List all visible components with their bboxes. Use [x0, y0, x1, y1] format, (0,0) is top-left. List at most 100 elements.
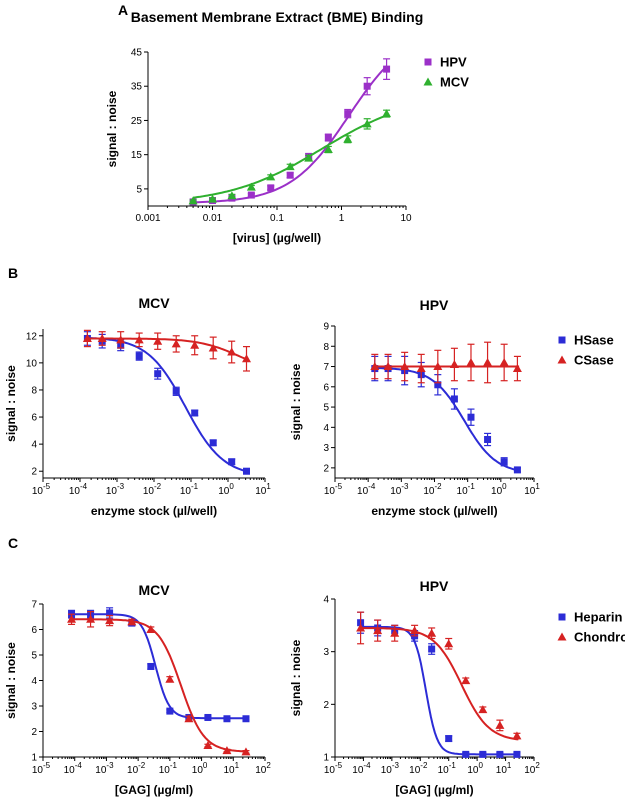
data-point	[373, 619, 383, 642]
x-tick-label: 10-2	[423, 482, 442, 497]
fit-curve	[359, 625, 519, 756]
data-point	[495, 719, 505, 732]
data-point	[356, 611, 366, 645]
y-tick-label: 3	[323, 647, 329, 658]
data-point	[208, 194, 217, 203]
legend-item: CSase	[557, 353, 614, 368]
y-tick-label: 45	[131, 48, 143, 59]
triangle-marker	[246, 182, 256, 191]
data-point	[247, 191, 255, 199]
x-tick-exponent: -1	[449, 761, 457, 770]
x-tick-exponent: 1	[535, 482, 540, 491]
data-point	[433, 349, 443, 384]
data-point	[499, 343, 509, 382]
y-tick-label: 25	[131, 116, 143, 127]
x-tick-exponent: -2	[154, 482, 162, 491]
y-tick-label: 5	[323, 403, 329, 414]
x-tick-label: 100	[192, 761, 208, 776]
triangle-marker	[134, 335, 144, 344]
triangle-marker	[227, 347, 237, 356]
panel-letter-a: A	[118, 2, 128, 18]
x-tick-exponent: 1	[266, 482, 271, 491]
data-point	[228, 458, 236, 466]
x-tick-label: 10-3	[381, 761, 400, 776]
data-point	[222, 746, 232, 755]
x-tick-exponent: -4	[80, 482, 88, 491]
data-point	[267, 184, 275, 192]
x-tick-label: 10-5	[32, 482, 51, 497]
chart-a: Basement Membrane Extract (BME) Binding 0…	[105, 9, 469, 245]
x-tick-exponent: -4	[363, 761, 371, 770]
triangle-marker	[165, 674, 175, 683]
x-tick-exponent: -5	[335, 761, 343, 770]
square-marker	[247, 191, 255, 199]
x-tick-label: 1	[339, 213, 345, 224]
square-marker	[363, 82, 371, 90]
data-point	[444, 637, 454, 650]
square-marker	[496, 750, 504, 758]
series-heparin	[68, 607, 250, 723]
square-marker	[191, 409, 199, 417]
triangle-marker	[483, 357, 493, 366]
chart-title: Basement Membrane Extract (BME) Binding	[131, 9, 424, 25]
triangle-marker	[171, 339, 181, 348]
data-point	[184, 714, 194, 723]
square-marker	[204, 713, 212, 721]
square-marker	[242, 715, 250, 723]
x-tick-exponent: 0	[203, 761, 208, 770]
data-point	[285, 162, 295, 171]
x-tick-label: 0.01	[203, 213, 223, 224]
panel-letter-c: C	[8, 535, 18, 551]
y-tick-label: 6	[31, 413, 37, 424]
data-point	[484, 432, 492, 447]
y-tick-label: 4	[31, 676, 37, 687]
legend: HSase CSase	[557, 333, 614, 368]
fit-curve	[85, 337, 249, 362]
triangle-marker	[82, 333, 92, 342]
x-tick-exponent: 1	[235, 761, 240, 770]
data-point	[266, 172, 276, 181]
x-tick-exponent: -5	[43, 761, 51, 770]
square-marker	[513, 750, 521, 758]
triangle-marker	[184, 714, 194, 723]
triangle-marker	[241, 747, 251, 756]
triangle-marker	[208, 343, 218, 352]
triangle-marker	[495, 720, 505, 729]
data-point	[165, 674, 175, 683]
triangle-marker	[410, 626, 420, 635]
triangle-marker	[382, 109, 392, 118]
x-tick-exponent: 2	[266, 761, 271, 770]
data-point	[135, 351, 143, 361]
fit-curve	[70, 613, 248, 720]
data-point	[190, 335, 200, 356]
square-marker	[462, 750, 470, 758]
series-csase	[82, 329, 251, 372]
data-point	[241, 747, 251, 756]
y-tick-label: 15	[131, 150, 143, 161]
square-marker	[154, 370, 162, 378]
x-tick-exponent: 0	[229, 482, 234, 491]
fit-curve	[85, 336, 249, 473]
x-tick-label: 102	[524, 761, 540, 776]
x-tick-label: 10-2	[143, 482, 162, 497]
data-point	[204, 713, 212, 721]
data-point	[246, 182, 256, 191]
triangle-marker	[444, 639, 454, 648]
data-point	[496, 750, 504, 758]
data-point	[242, 346, 251, 372]
x-tick-exponent: -4	[75, 761, 83, 770]
triangle-marker	[242, 354, 251, 363]
legend-triangle-icon	[423, 77, 433, 86]
x-tick-exponent: -5	[335, 482, 343, 491]
data-point	[410, 624, 420, 637]
data-point	[105, 614, 115, 627]
data-point	[127, 617, 137, 626]
x-tick-label: 0.1	[270, 213, 284, 224]
y-tick-label: 6	[31, 625, 37, 636]
legend-item: HPV	[424, 55, 467, 70]
data-point	[166, 707, 174, 715]
y-tick-label: 7	[323, 362, 329, 373]
fit-curve	[193, 65, 388, 204]
triangle-marker	[304, 153, 314, 162]
triangle-marker	[227, 191, 237, 200]
